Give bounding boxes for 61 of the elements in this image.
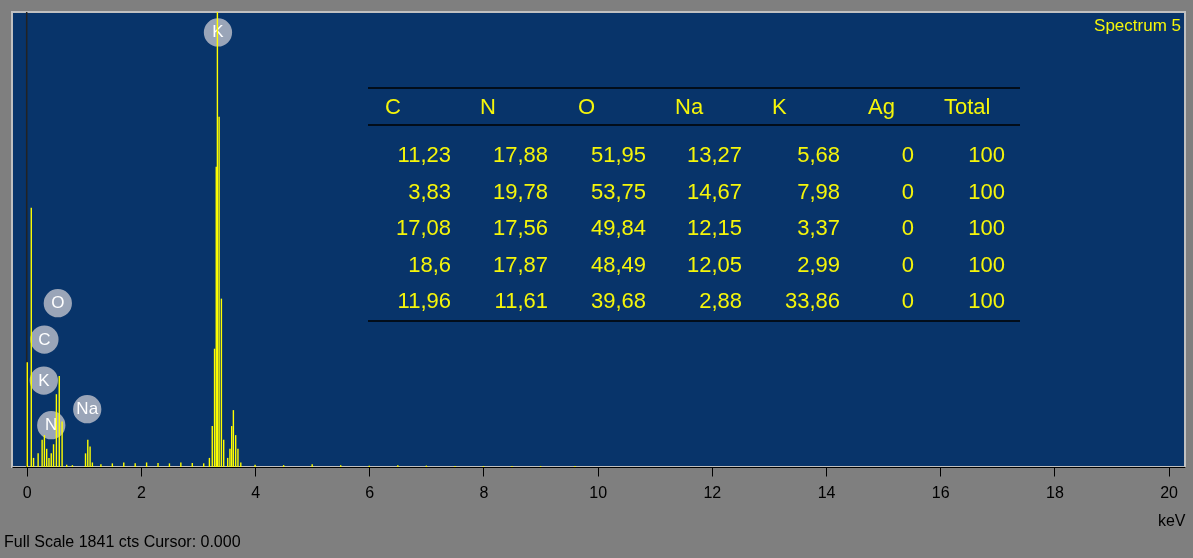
annotation: Ag bbox=[868, 94, 895, 119]
x-tick-label: 12 bbox=[703, 483, 722, 501]
annotation: 100 bbox=[968, 178, 1005, 204]
annotation: K bbox=[38, 370, 51, 390]
annotation: 18,6 bbox=[408, 251, 451, 277]
annotation: 100 bbox=[968, 251, 1005, 277]
annotation: 0 bbox=[901, 178, 914, 204]
annotation: N bbox=[45, 415, 58, 435]
annotation: Na bbox=[675, 94, 704, 119]
annotation: 49,84 bbox=[590, 215, 646, 240]
annotation: 5,68 bbox=[797, 142, 840, 167]
x-tick-label: 0 bbox=[22, 483, 32, 501]
annotation: C bbox=[385, 94, 401, 119]
x-tick-label: 14 bbox=[817, 483, 836, 501]
text: Full Scale 1841 cts Cursor: 0.000 bbox=[4, 533, 241, 550]
annotation: K bbox=[772, 94, 787, 119]
annotation: 0 bbox=[901, 215, 914, 240]
annotation: 100 bbox=[968, 215, 1005, 240]
annotation: 100 bbox=[968, 142, 1005, 167]
annotation: Na bbox=[76, 399, 99, 419]
x-tick-label: 4 bbox=[251, 483, 261, 501]
annotation: N bbox=[480, 94, 496, 119]
x-tick-label: 8 bbox=[479, 483, 489, 501]
annotation: 11,61 bbox=[494, 288, 548, 313]
annotation: 13,27 bbox=[686, 142, 742, 167]
annotation: 0 bbox=[901, 142, 914, 167]
x-tick-label: 10 bbox=[589, 483, 608, 501]
annotation: 33,86 bbox=[784, 288, 840, 313]
annotation: 100 bbox=[968, 288, 1005, 313]
x-tick-label: 20 bbox=[1160, 483, 1179, 501]
annotation: 51,95 bbox=[590, 142, 646, 167]
annotation: 7,98 bbox=[797, 178, 840, 204]
x-tick-label: 16 bbox=[931, 483, 950, 501]
annotation: 12,05 bbox=[686, 251, 742, 277]
annotation: 17,08 bbox=[395, 215, 451, 240]
annotation: C bbox=[38, 329, 51, 349]
annotation: Total bbox=[944, 94, 991, 119]
chart-title: Spectrum 5 bbox=[1094, 16, 1181, 35]
annotation: 19,78 bbox=[492, 178, 548, 204]
annotation: 11,96 bbox=[397, 288, 451, 313]
annotation: 12,15 bbox=[686, 215, 742, 240]
annotation: 17,87 bbox=[492, 251, 548, 277]
annotation: 3,83 bbox=[408, 178, 451, 204]
annotation: O bbox=[51, 293, 65, 313]
annotation: 3,37 bbox=[797, 215, 840, 240]
annotation: 0 bbox=[901, 288, 914, 313]
annotation: 53,75 bbox=[590, 178, 646, 204]
annotation: 39,68 bbox=[590, 288, 646, 313]
annotation: 2,99 bbox=[797, 251, 840, 277]
annotation: 11,23 bbox=[397, 142, 451, 167]
annotation: 2,88 bbox=[699, 288, 742, 313]
x-tick-label: 18 bbox=[1046, 483, 1064, 501]
x-tick-label: 6 bbox=[365, 483, 375, 501]
annotation: 14,67 bbox=[686, 178, 742, 204]
annotation: 17,56 bbox=[492, 215, 548, 240]
x-tick-label: 2 bbox=[136, 483, 146, 501]
annotation: 0 bbox=[901, 251, 914, 277]
annotation: 17,88 bbox=[492, 142, 548, 167]
annotation: O bbox=[578, 94, 596, 119]
x-axis-title: keV bbox=[1157, 511, 1186, 529]
annotation: 48,49 bbox=[590, 251, 646, 277]
